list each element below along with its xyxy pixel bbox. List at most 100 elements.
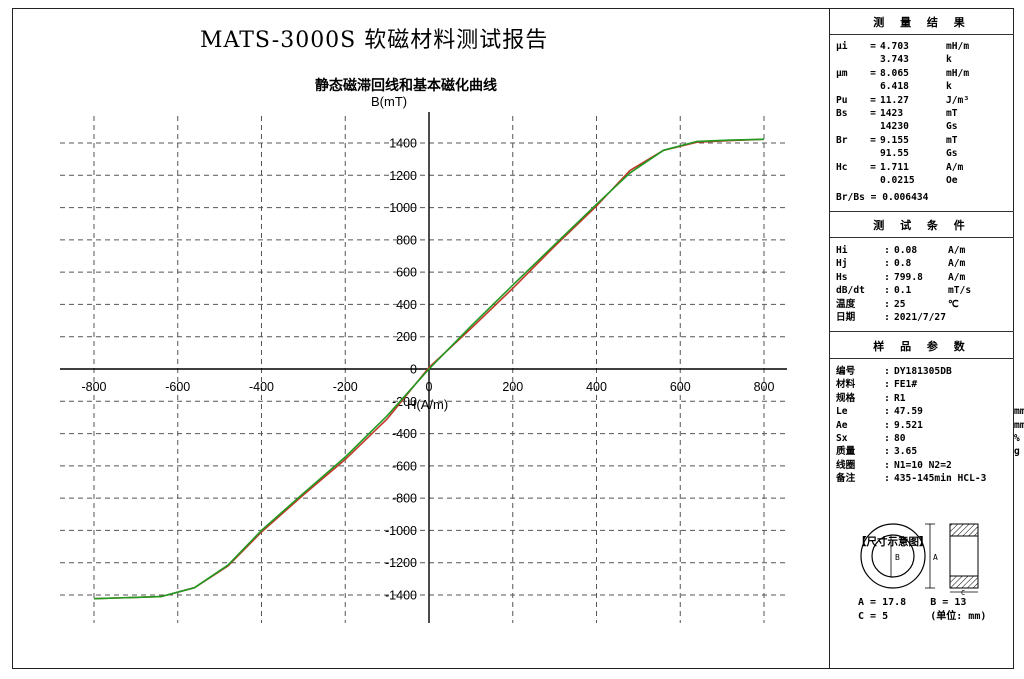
ring-dimension-figure: B A C xyxy=(860,523,979,596)
conditions-cell: : xyxy=(884,298,890,310)
results-row: Bs = 1423 mT xyxy=(836,107,1006,120)
sample-cell: mm xyxy=(1014,406,1024,418)
sample-cell: : xyxy=(884,419,890,431)
results-row: 3.743 k xyxy=(836,53,1006,66)
sample-row: 编号: DY181305DB xyxy=(836,365,1024,378)
results-row: 91.55 Gs xyxy=(836,147,1006,160)
x-tick-label: 800 xyxy=(754,380,775,394)
sample-row: Ae:9.521 mm² xyxy=(836,419,1024,432)
sample-cell: 435-145min HCL-3 xyxy=(894,473,987,485)
results-cell xyxy=(866,53,880,66)
sample-heading: 样 品 参 数 xyxy=(873,340,971,353)
dims-line-1: A = 17.8 B = 13 xyxy=(858,597,967,608)
conditions-cell xyxy=(948,311,1008,324)
conditions-cell: 799.8 xyxy=(894,271,923,283)
sample-cell: : xyxy=(884,473,890,485)
tick-labels: -800 -600 -400 -200 0 200 400 600 800 -1400 -1200 -… xyxy=(81,137,774,603)
results-cell xyxy=(836,120,866,133)
results-cell: mH/m xyxy=(946,67,970,79)
results-cell xyxy=(866,174,880,187)
sample-cell: : xyxy=(884,446,890,458)
sample-cell: FE1# xyxy=(894,379,918,391)
y-tick-label: -1000 xyxy=(385,524,417,538)
dim-c-label: C xyxy=(961,589,965,596)
conditions-cell: A/m xyxy=(948,245,966,256)
dim-b-label: B xyxy=(895,553,900,562)
y-tick-label: 0 xyxy=(410,363,417,377)
report-title: MATS-3000S 软磁材料测试报告 xyxy=(200,28,549,53)
results-row: Pu = 11.27 J/m³ xyxy=(836,94,1006,107)
sample-cell: : xyxy=(884,406,890,418)
results-cell xyxy=(866,80,880,93)
results-cell: Br xyxy=(836,134,848,146)
divider xyxy=(830,358,1014,359)
results-cell: J/m³ xyxy=(946,94,970,106)
results-cell: mT xyxy=(946,134,958,146)
conditions-cell: : xyxy=(884,285,890,297)
conditions-table: Hi:0.08 A/m Hj:0.8 A/m Hs:799.8 A/m dB/dt:0.1 m… xyxy=(836,244,1008,324)
sample-cell xyxy=(1014,365,1024,378)
y-tick-label: -400 xyxy=(392,427,417,441)
conditions-row: Hj:0.8 A/m xyxy=(836,257,1008,270)
results-row: μi = 4.703 mH/m xyxy=(836,40,1006,53)
results-cell: k xyxy=(946,81,952,93)
results-cell: 1423 xyxy=(880,107,904,119)
sample-cell: Le xyxy=(836,406,848,418)
sample-cell: : xyxy=(884,379,890,391)
sample-cell: mm² xyxy=(1014,419,1024,431)
sample-cell: % xyxy=(1014,432,1020,444)
x-tick-label: 400 xyxy=(586,380,607,394)
conditions-cell: 温度 xyxy=(836,298,856,310)
x-tick-label: -200 xyxy=(333,380,358,394)
y-tick-label: 1200 xyxy=(389,169,417,183)
info-panel: 测 量 结 果 μi = 4.703 mH/m 3.743 k μm = 8.065 mH/m 6.… xyxy=(829,8,1024,669)
results-cell: Pu xyxy=(836,94,848,106)
results-row: 0.0215 Oe xyxy=(836,174,1006,187)
y-tick-label: 600 xyxy=(396,266,417,280)
results-cell: = xyxy=(870,94,876,106)
results-cell: A/m xyxy=(946,161,964,173)
sample-cell: Sx xyxy=(836,432,848,444)
results-cell: = xyxy=(870,134,876,146)
conditions-cell: dB/dt xyxy=(836,285,865,297)
sample-cell: N1=10 N2=2 xyxy=(894,459,952,471)
results-cell: 9.155 xyxy=(880,134,909,146)
sample-cell: : xyxy=(884,432,890,444)
results-cell xyxy=(836,80,866,93)
results-cell: Oe xyxy=(946,174,958,186)
results-row: 6.418 k xyxy=(836,80,1006,93)
magnetization-curve-line xyxy=(93,138,765,600)
conditions-cell: 0.08 xyxy=(894,245,918,256)
x-tick-label: -600 xyxy=(165,380,190,394)
report-frame xyxy=(12,8,1014,669)
axes xyxy=(60,112,787,623)
br-bs-ratio: Br/Bs = 0.006434 xyxy=(836,192,929,203)
sample-cell xyxy=(1014,459,1024,472)
conditions-cell: ℃ xyxy=(948,298,959,310)
y-tick-label: 200 xyxy=(396,330,417,344)
sample-cell: DY181305DB xyxy=(894,366,952,377)
conditions-cell: 0.1 xyxy=(894,285,912,297)
sample-cell: : xyxy=(884,366,890,377)
results-cell: 6.418 xyxy=(880,81,909,93)
conditions-cell: Hj xyxy=(836,258,848,270)
curves xyxy=(93,138,765,600)
y-tick-label: -1200 xyxy=(385,556,417,570)
results-cell: 91.55 xyxy=(880,148,909,160)
conditions-cell: 2021/7/27 xyxy=(894,311,946,323)
results-cell xyxy=(836,53,866,66)
dim-a-label: A xyxy=(933,553,938,562)
results-cell: Hc xyxy=(836,161,848,173)
results-table: μi = 4.703 mH/m 3.743 k μm = 8.065 mH/m 6.418 k Pu = 1… xyxy=(836,40,1006,187)
dims-line-2: C = 5 (单位: mm) xyxy=(858,611,987,622)
dimension-values: A = 17.8 B = 13 C = 5 (单位: mm) xyxy=(858,596,986,624)
conditions-cell: 25 xyxy=(894,298,906,310)
sample-row: Le:47.59 mm xyxy=(836,405,1024,418)
conditions-cell: : xyxy=(884,271,890,283)
divider xyxy=(830,211,1014,212)
conditions-row: 温度:25 ℃ xyxy=(836,298,1008,311)
x-axis-label: H(A/m) xyxy=(407,397,448,412)
bh-curve-chart: -800 -600 -400 -200 0 200 400 600 800 -1400 -1200 -… xyxy=(60,94,787,623)
x-tick-label: 600 xyxy=(670,380,691,394)
y-tick-label: -1400 xyxy=(385,589,417,603)
